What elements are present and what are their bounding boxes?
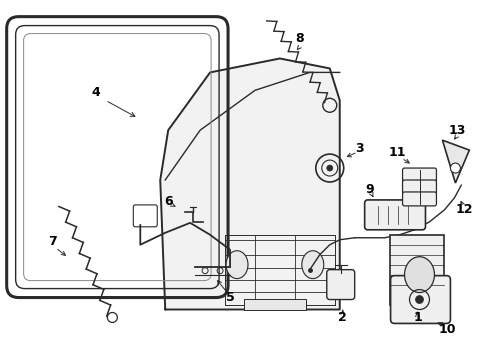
Circle shape (415, 296, 423, 303)
Text: 2: 2 (338, 311, 346, 324)
Text: 7: 7 (48, 235, 57, 248)
Text: 3: 3 (355, 141, 363, 155)
Ellipse shape (225, 251, 247, 279)
Text: 1: 1 (412, 311, 421, 324)
FancyBboxPatch shape (402, 180, 436, 194)
FancyBboxPatch shape (364, 200, 425, 230)
Polygon shape (160, 58, 339, 310)
Text: 9: 9 (365, 184, 373, 197)
Text: 8: 8 (295, 32, 304, 45)
FancyBboxPatch shape (390, 276, 449, 323)
FancyBboxPatch shape (244, 298, 305, 310)
Text: 4: 4 (91, 86, 100, 99)
Text: 10: 10 (438, 323, 455, 336)
FancyBboxPatch shape (402, 168, 436, 182)
Text: 5: 5 (225, 291, 234, 304)
Circle shape (449, 163, 459, 173)
Text: 12: 12 (455, 203, 472, 216)
Text: 6: 6 (163, 195, 172, 208)
Ellipse shape (301, 251, 323, 279)
Circle shape (326, 165, 332, 171)
Text: 11: 11 (388, 145, 406, 159)
Bar (389, 235, 444, 305)
Ellipse shape (404, 257, 433, 293)
FancyBboxPatch shape (326, 270, 354, 300)
FancyBboxPatch shape (402, 192, 436, 206)
Polygon shape (442, 140, 468, 183)
Text: 13: 13 (448, 124, 465, 137)
